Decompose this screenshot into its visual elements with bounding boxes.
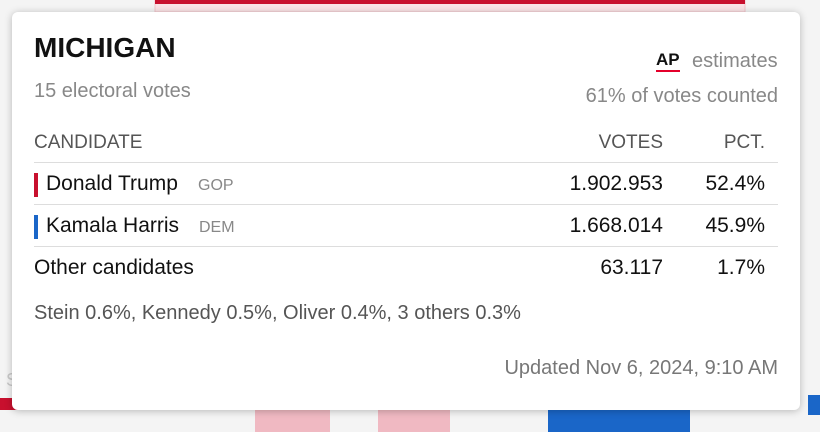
candidate-name: Kamala Harris (46, 214, 180, 237)
state-title: MICHIGAN (34, 32, 176, 63)
tooltip: MICHIGAN 15 electoral votes AP estimates… (12, 12, 800, 410)
column-header: CANDIDATE (34, 132, 143, 153)
votes: 63.117 (600, 256, 663, 279)
note: Stein 0.6%, Kennedy 0.5%, Oliver 0.4%, 3… (34, 302, 521, 324)
party: DEM (199, 219, 235, 236)
column-header: VOTES (598, 132, 663, 153)
party: GOP (198, 177, 234, 194)
votes: 1.902.953 (569, 172, 663, 195)
party-bar (34, 173, 38, 197)
subtitle: 15 electoral votes (34, 80, 191, 102)
candidate-name: Donald Trump (46, 172, 178, 195)
row-separator (34, 204, 778, 205)
votes: 1.668.014 (569, 214, 663, 237)
pct: 45.9% (705, 214, 765, 237)
votes-counted: 61% of votes counted (585, 85, 778, 107)
column-header: PCT. (723, 132, 765, 153)
updated: Updated Nov 6, 2024, 9:10 AM (504, 357, 778, 379)
ap-logo: AP (656, 50, 680, 72)
row-separator (34, 246, 778, 247)
candidate-name: Other candidates (34, 256, 194, 279)
pct: 52.4% (705, 172, 765, 195)
source-text: estimates (692, 50, 778, 72)
party-bar (34, 215, 38, 239)
pct: 1.7% (717, 256, 765, 279)
row-separator (34, 162, 778, 163)
